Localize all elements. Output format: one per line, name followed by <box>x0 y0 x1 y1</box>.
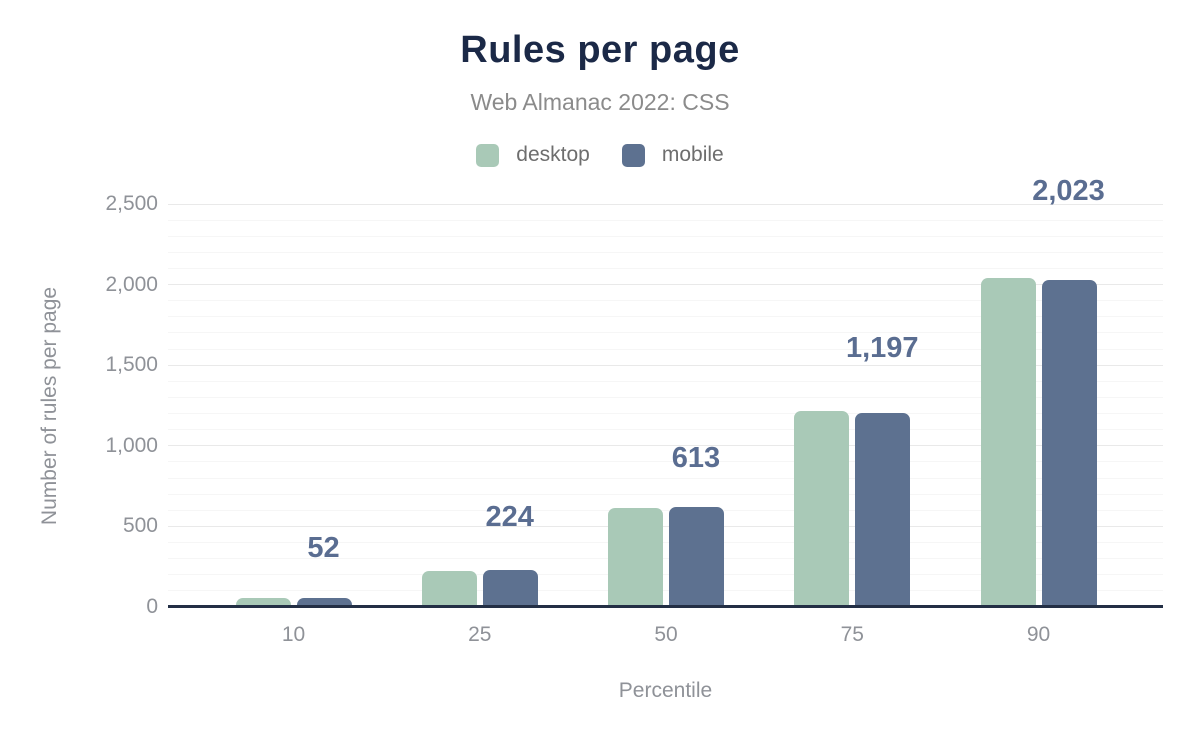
y-tick-label: 0 <box>146 595 158 618</box>
bar-value-label: 52 <box>307 532 340 564</box>
y-tick-label: 1,000 <box>105 433 158 457</box>
chart-title: Rules per page <box>460 29 740 71</box>
mobile-series-swatch-icon <box>621 143 645 167</box>
major-gridline <box>168 445 1163 447</box>
mobile-bar[interactable] <box>482 570 538 606</box>
legend: desktop mobile <box>0 142 1200 168</box>
legend-item-mobile[interactable]: mobile <box>621 143 724 167</box>
major-gridline <box>168 364 1163 366</box>
legend-label-desktop: desktop <box>516 143 590 166</box>
desktop-series-swatch-icon <box>476 143 500 167</box>
mobile-bar[interactable] <box>855 413 911 606</box>
legend-item-desktop[interactable]: desktop <box>476 143 590 167</box>
x-tick-label: 10 <box>281 623 306 646</box>
legend-label-mobile: mobile <box>661 143 724 166</box>
bar-value-label: 613 <box>671 442 721 474</box>
minor-gridline <box>168 300 1163 302</box>
major-gridline <box>168 203 1163 205</box>
desktop-bar[interactable] <box>608 508 663 606</box>
minor-gridline <box>168 542 1163 544</box>
x-tick-label: 75 <box>840 623 864 646</box>
x-axis-title: Percentile <box>618 679 713 702</box>
x-tick-label: 25 <box>468 623 492 646</box>
y-tick-label: 2,500 <box>105 192 158 215</box>
minor-gridline <box>168 461 1163 463</box>
minor-gridline <box>168 396 1163 398</box>
x-axis-line <box>168 605 1163 608</box>
desktop-bar[interactable] <box>235 598 291 606</box>
minor-gridline <box>168 429 1163 431</box>
chart-subtitle: Web Almanac 2022: CSS <box>470 89 730 115</box>
y-tick-label: 500 <box>122 514 158 538</box>
minor-gridline <box>168 267 1163 269</box>
minor-gridline <box>168 493 1163 495</box>
bar-value-label: 1,197 <box>845 332 919 364</box>
mobile-bar[interactable] <box>1041 280 1097 606</box>
minor-gridline <box>168 219 1163 221</box>
bar-value-label: 2,023 <box>1032 175 1105 207</box>
y-tick-label: 1,500 <box>105 353 158 377</box>
mobile-bar[interactable] <box>669 507 724 606</box>
minor-gridline <box>168 235 1163 237</box>
minor-gridline <box>168 574 1163 576</box>
desktop-bar[interactable] <box>421 571 477 606</box>
x-tick-label: 50 <box>654 623 678 646</box>
x-tick-label: 90 <box>1026 623 1051 646</box>
desktop-bar[interactable] <box>794 411 850 606</box>
y-tick-label: 2,000 <box>105 272 158 296</box>
minor-gridline <box>168 413 1163 415</box>
minor-gridline <box>168 316 1163 318</box>
minor-gridline <box>168 558 1163 560</box>
minor-gridline <box>168 251 1163 253</box>
minor-gridline <box>168 477 1163 479</box>
major-gridline <box>168 284 1163 286</box>
minor-gridline <box>168 380 1163 382</box>
minor-gridline <box>168 509 1163 511</box>
desktop-bar[interactable] <box>980 278 1036 606</box>
minor-gridline <box>168 332 1163 334</box>
mobile-bar[interactable] <box>296 598 352 606</box>
minor-gridline <box>168 348 1163 350</box>
bar-value-label: 224 <box>485 501 534 533</box>
major-gridline <box>168 525 1163 527</box>
minor-gridline <box>168 590 1163 592</box>
